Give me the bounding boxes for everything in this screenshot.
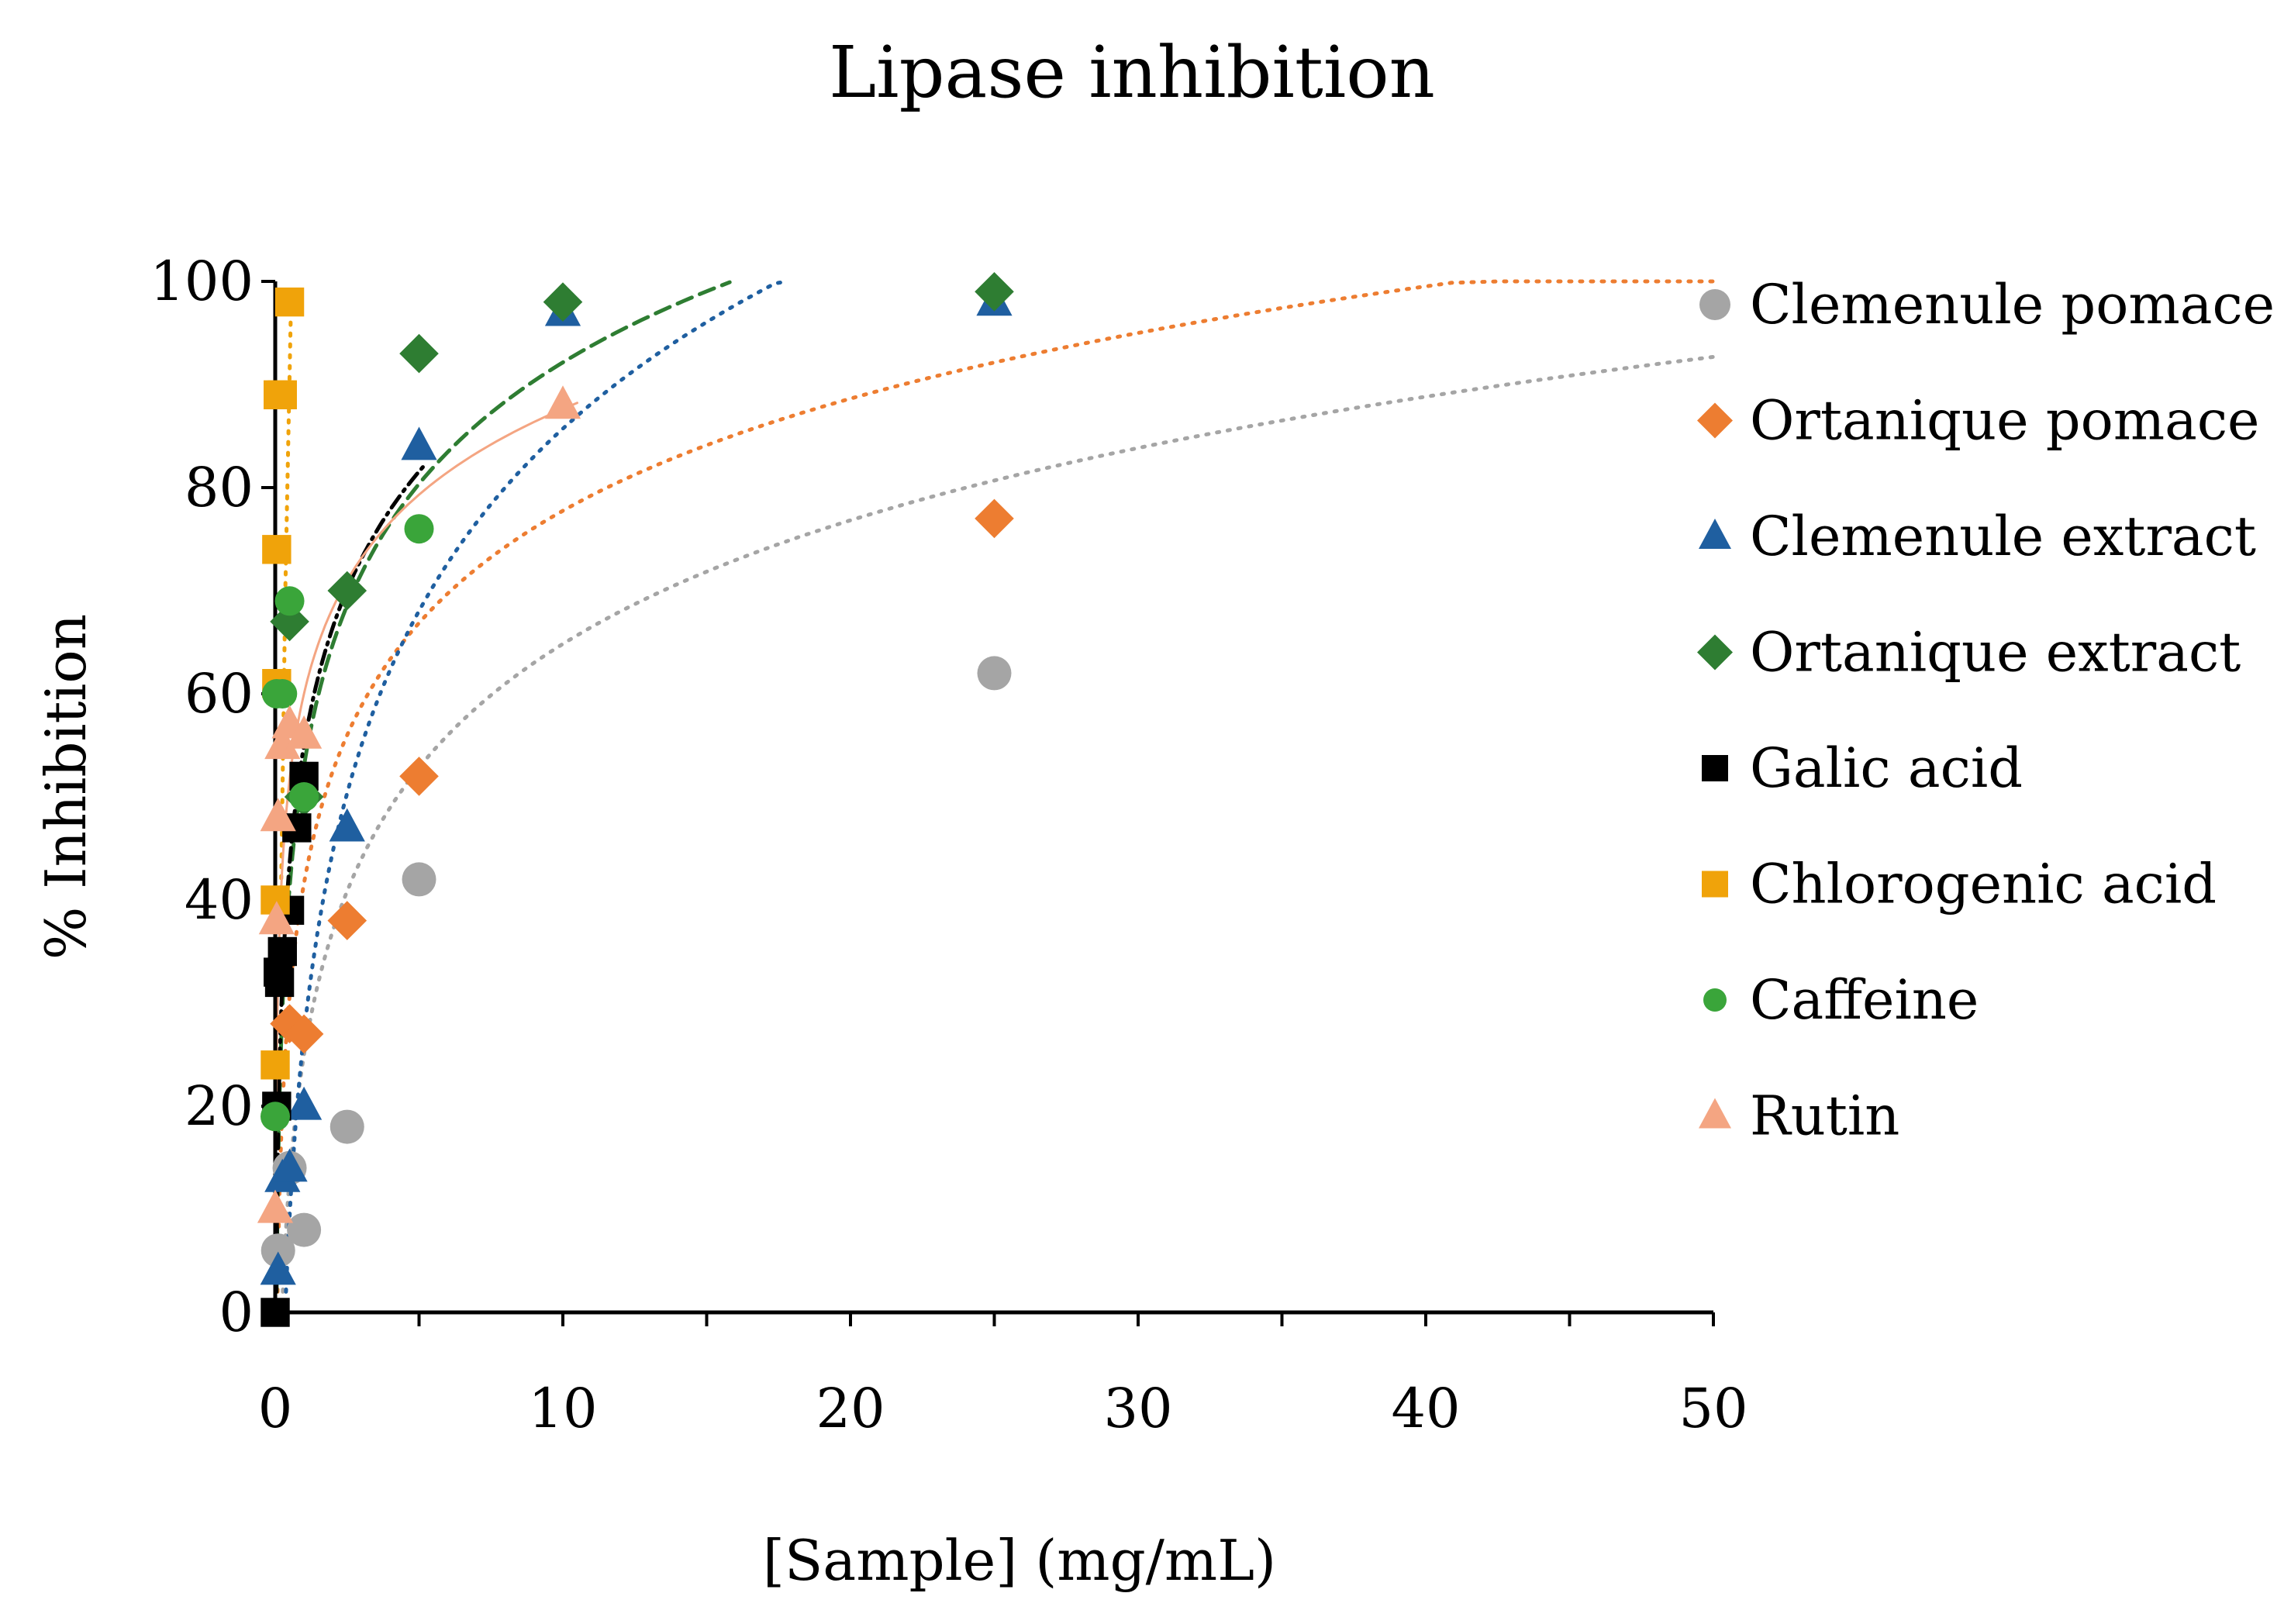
x-tick-label: 40 <box>1391 1377 1460 1440</box>
data-point <box>260 1251 296 1285</box>
data-points <box>257 272 1014 1327</box>
data-point <box>327 901 367 940</box>
data-point <box>274 287 305 317</box>
legend-item: Rutin <box>1699 1084 1899 1148</box>
data-point <box>329 1109 364 1144</box>
data-point <box>260 1298 290 1327</box>
data-point <box>258 901 295 935</box>
data-point <box>257 1189 294 1223</box>
legend-item: Ortanique pomace <box>1697 389 2259 453</box>
data-point <box>286 1086 323 1120</box>
data-point <box>260 1102 290 1132</box>
data-point <box>402 862 436 897</box>
legend-item: Clemenule pomace <box>1699 273 2275 336</box>
y-tick-label: 60 <box>185 662 254 726</box>
data-point <box>264 967 295 998</box>
data-point <box>975 272 1014 312</box>
legend-marker <box>1702 871 1728 898</box>
legend-label: Chlorogenic acid <box>1750 853 2217 916</box>
trendline <box>275 279 1716 1294</box>
y-tick-label: 40 <box>185 868 254 932</box>
chart-title: Lipase inhibition <box>829 31 1435 114</box>
ticks: 0 20 40 60 80 100 0 10 20 30 40 50 <box>150 250 1748 1440</box>
legend-marker <box>1697 634 1733 671</box>
data-point <box>401 426 437 460</box>
data-point <box>543 282 583 322</box>
legend: Clemenule pomace Ortanique pomace Clemenul… <box>1697 273 2275 1148</box>
legend-item: Chlorogenic acid <box>1702 853 2217 916</box>
data-point <box>329 808 365 842</box>
legend-marker <box>1703 988 1727 1012</box>
y-tick-label: 0 <box>219 1281 254 1344</box>
data-point <box>975 498 1014 539</box>
data-point <box>267 936 297 967</box>
legend-label: Clemenule pomace <box>1750 273 2275 336</box>
legend-marker <box>1699 1098 1731 1129</box>
x-tick-label: 50 <box>1678 1377 1748 1440</box>
x-axis-label: [Sample] (mg/mL) <box>763 1528 1276 1593</box>
legend-label: Galic acid <box>1750 736 2023 800</box>
legend-label: Ortanique pomace <box>1750 389 2259 453</box>
legend-item: Clemenule extract <box>1699 505 2256 568</box>
data-point <box>284 1014 324 1054</box>
data-point <box>399 757 439 796</box>
x-tick-label: 20 <box>816 1377 885 1440</box>
trendline <box>284 279 789 1294</box>
data-point <box>260 798 296 832</box>
data-point <box>271 1148 308 1182</box>
data-point <box>274 586 305 616</box>
y-tick-label: 20 <box>185 1074 254 1138</box>
legend-label: Rutin <box>1750 1084 1899 1148</box>
legend-label: Ortanique extract <box>1750 621 2241 684</box>
data-point <box>404 514 434 544</box>
data-point <box>289 782 319 812</box>
data-point <box>287 1212 322 1247</box>
data-point <box>977 656 1012 691</box>
data-point <box>260 1050 290 1080</box>
axes <box>273 281 1713 1315</box>
data-point <box>399 333 439 374</box>
legend-item: Galic acid <box>1702 736 2023 800</box>
legend-marker <box>1702 755 1728 781</box>
data-point <box>260 1233 295 1268</box>
legend-label: Caffeine <box>1750 968 1979 1032</box>
y-tick-label: 100 <box>150 250 254 313</box>
x-tick-label: 30 <box>1103 1377 1172 1440</box>
x-tick-label: 10 <box>528 1377 597 1440</box>
data-point <box>264 726 301 760</box>
legend-marker <box>1697 402 1733 439</box>
data-point <box>544 385 581 419</box>
data-point <box>267 679 298 709</box>
x-tick-label: 0 <box>258 1377 293 1440</box>
legend-marker <box>1699 289 1730 320</box>
y-axis-label: % Inhibition <box>33 614 98 960</box>
data-point <box>270 1004 309 1043</box>
y-tick-label: 80 <box>185 456 254 519</box>
data-point <box>262 535 292 564</box>
data-point <box>286 715 323 749</box>
trendlines <box>274 279 1716 1294</box>
legend-label: Clemenule extract <box>1750 505 2256 568</box>
data-point <box>267 380 297 409</box>
data-point <box>327 571 367 611</box>
legend-item: Ortanique extract <box>1697 621 2241 684</box>
legend-marker <box>1699 519 1731 549</box>
legend-item: Caffeine <box>1703 968 1979 1032</box>
